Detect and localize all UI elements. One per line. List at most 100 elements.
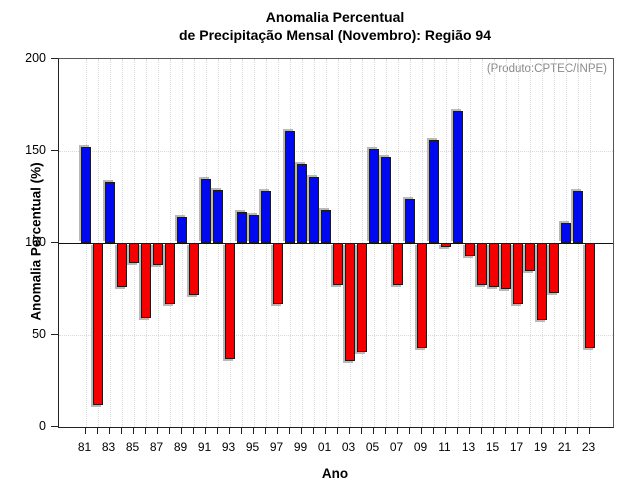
bar-2021 [560,222,571,243]
bar-2023 [584,243,595,348]
x-tick [132,427,134,434]
x-tick [228,427,230,434]
bar-1999 [296,163,307,243]
plot-area: (Produto:CPTEC/INPE) [58,58,614,428]
x-tick [420,427,422,434]
x-tick-label: 15 [485,440,500,454]
bar-2001 [320,209,331,243]
bar-2011 [440,243,451,247]
x-tick [540,427,542,434]
gridline-horizontal [59,151,613,152]
x-tick [168,427,170,434]
x-tick-label: 99 [293,440,308,454]
x-tick [492,427,494,434]
x-tick-label: 87 [149,440,164,454]
x-tick-label: 21 [557,440,572,454]
x-tick [552,427,554,434]
x-tick [336,427,338,434]
bar-2009 [416,243,427,348]
x-tick [324,427,326,434]
x-tick [588,427,590,434]
bar-1983 [104,182,115,243]
bar-2002 [332,243,343,286]
y-tick-label: 0 [39,419,46,433]
x-tick [564,427,566,434]
bar-1998 [284,130,295,243]
bar-1996 [260,191,271,243]
x-tick-label: 85 [125,440,140,454]
bar-2017 [512,243,523,304]
x-tick-label: 17 [509,440,524,454]
y-tick [51,334,58,335]
y-tick [51,58,58,59]
y-tick-label: 200 [25,51,46,65]
x-tick [372,427,374,434]
x-tick [96,427,98,434]
y-tick [51,242,58,243]
x-tick [264,427,266,434]
x-tick [528,427,530,434]
x-tick [384,427,386,434]
bar-2016 [500,243,511,289]
bar-2006 [380,156,391,243]
x-tick-label: 23 [581,440,596,454]
x-tick [240,427,242,434]
y-tick-label: 50 [32,327,46,341]
y-tick [51,150,58,151]
bar-2000 [308,176,319,243]
x-tick [504,427,506,434]
x-tick [108,427,110,434]
bar-1991 [200,178,211,243]
bar-2007 [392,243,403,286]
bar-2005 [368,149,379,243]
bar-1986 [140,243,151,319]
x-tick [276,427,278,434]
bar-2012 [452,110,463,243]
bar-2013 [464,243,475,256]
bar-2018 [524,243,535,271]
y-tick [51,426,58,427]
bar-1995 [248,215,259,243]
bar-1987 [152,243,163,266]
x-tick-label: 03 [341,440,356,454]
bar-1994 [236,211,247,243]
x-tick [120,427,122,434]
bar-1982 [92,243,103,405]
x-tick [312,427,314,434]
x-axis-label: Ano [321,466,349,481]
x-tick-label: 11 [438,440,451,454]
x-tick [360,427,362,434]
bar-1997 [272,243,283,304]
bar-1992 [212,189,223,243]
bar-1993 [224,243,235,359]
x-tick [480,427,482,434]
y-tick-label: 100 [25,235,46,249]
x-tick [84,427,86,434]
chart-title-line1: Anomalia Percentual [265,9,405,25]
y-tick-label: 150 [25,143,46,157]
x-tick-label: 09 [413,440,428,454]
chart-title-line2: de Precipitação Mensal (Novembro): Regiã… [179,27,491,43]
x-tick [180,427,182,434]
x-tick [432,427,434,434]
x-tick-label: 95 [245,440,260,454]
bar-2003 [344,243,355,361]
bar-1990 [188,243,199,295]
bar-1985 [128,243,139,264]
x-tick [408,427,410,434]
x-tick [444,427,446,434]
x-tick-label: 13 [461,440,476,454]
bar-1989 [176,217,187,243]
x-tick [144,427,146,434]
bar-2020 [548,243,559,293]
x-tick [300,427,302,434]
bar-2010 [428,139,439,243]
x-tick [516,427,518,434]
x-tick [252,427,254,434]
bar-1988 [164,243,175,304]
x-tick-label: 19 [533,440,548,454]
bar-2014 [476,243,487,286]
x-tick-label: 97 [269,440,284,454]
x-tick-label: 07 [389,440,404,454]
bar-2004 [356,243,367,352]
